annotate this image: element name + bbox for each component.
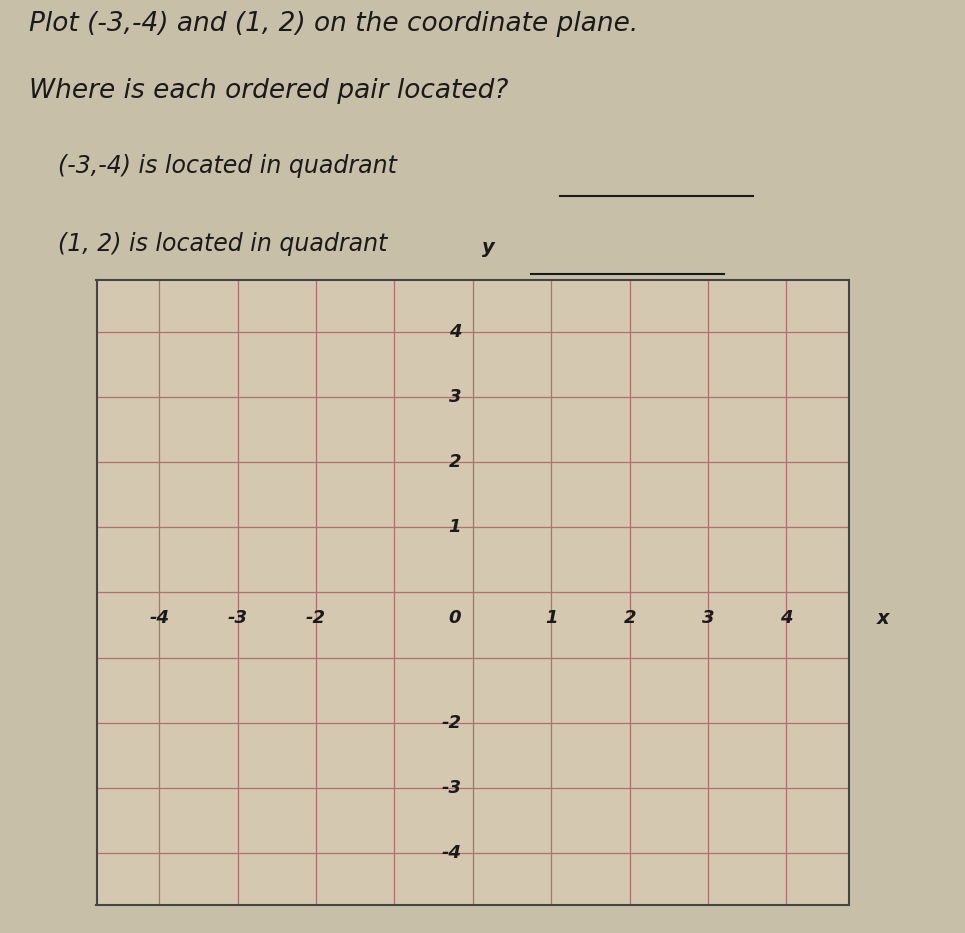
Text: 2: 2	[449, 453, 461, 471]
Text: (-3,-4) is located in quadrant: (-3,-4) is located in quadrant	[58, 154, 397, 178]
Text: 4: 4	[781, 608, 792, 627]
Text: (1, 2) is located in quadrant: (1, 2) is located in quadrant	[58, 232, 387, 257]
Text: 0: 0	[449, 608, 461, 627]
Text: -4: -4	[441, 844, 461, 862]
Text: Where is each ordered pair located?: Where is each ordered pair located?	[29, 78, 509, 104]
Text: x: x	[876, 608, 890, 628]
Text: -3: -3	[228, 608, 248, 627]
Text: 3: 3	[449, 388, 461, 406]
Text: y: y	[482, 238, 495, 258]
Text: Plot (-3,-4) and (1, 2) on the coordinate plane.: Plot (-3,-4) and (1, 2) on the coordinat…	[29, 11, 638, 37]
Text: -4: -4	[150, 608, 169, 627]
Text: -2: -2	[441, 714, 461, 731]
Text: -3: -3	[441, 779, 461, 797]
Text: 1: 1	[449, 519, 461, 536]
Text: 1: 1	[545, 608, 558, 627]
Text: 2: 2	[623, 608, 636, 627]
Text: 4: 4	[449, 323, 461, 341]
Text: -2: -2	[306, 608, 326, 627]
Text: 3: 3	[702, 608, 714, 627]
